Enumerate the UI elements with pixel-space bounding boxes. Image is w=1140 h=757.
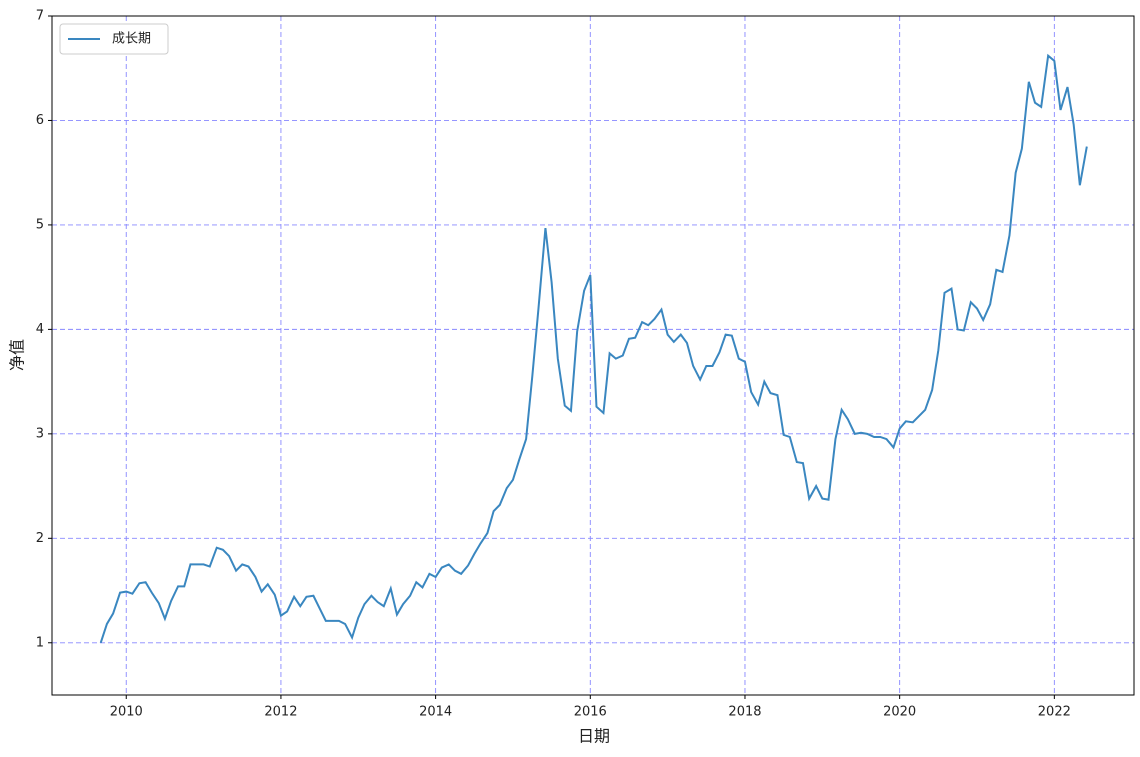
plot-frame bbox=[51, 15, 1135, 696]
x-tick-label: 2018 bbox=[728, 705, 761, 720]
legend-box bbox=[59, 23, 169, 55]
x-tick-label: 2012 bbox=[264, 705, 297, 720]
y-tick-label: 7 bbox=[36, 9, 44, 24]
x-tick-label: 2016 bbox=[574, 705, 607, 720]
y-tick-label: 5 bbox=[36, 217, 44, 232]
y-tick-label: 3 bbox=[36, 426, 44, 441]
y-tick-label: 4 bbox=[36, 322, 44, 337]
data-line bbox=[99, 53, 1088, 644]
x-tick-label: 2010 bbox=[110, 705, 143, 720]
legend-label: 成长期 bbox=[112, 32, 151, 47]
y-tick-label: 2 bbox=[36, 531, 44, 546]
x-tick-label: 2014 bbox=[419, 705, 452, 720]
x-axis-label: 日期 bbox=[578, 727, 610, 746]
x-tick-label: 2020 bbox=[883, 705, 916, 720]
x-tick-label: 2022 bbox=[1038, 705, 1071, 720]
y-axis-label: 净值 bbox=[8, 339, 27, 371]
y-tick-label: 6 bbox=[36, 113, 44, 128]
y-tick-label: 1 bbox=[36, 635, 44, 650]
